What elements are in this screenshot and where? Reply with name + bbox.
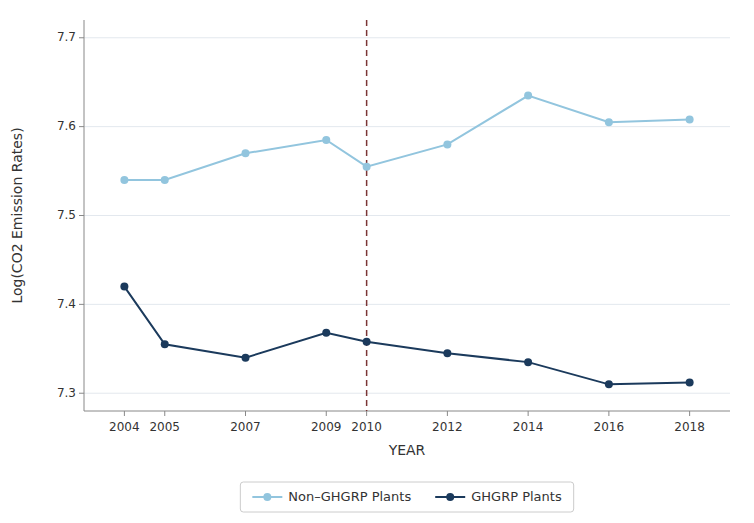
y-tick-label: 7.4 (57, 297, 76, 311)
legend-marker (263, 493, 271, 501)
chart-container: 7.3 7.4 7.5 7.6 7.7 2004 2005 2007 2009 2010 2012 2… (0, 0, 754, 523)
x-axis-label: YEAR (388, 442, 426, 458)
x-tick (326, 411, 327, 416)
series-line (124, 287, 689, 385)
y-tick (79, 215, 84, 216)
x-tick (124, 411, 125, 416)
data-point (524, 92, 532, 100)
data-point (686, 379, 694, 387)
x-tick (528, 411, 529, 416)
x-axis-line (84, 411, 730, 412)
x-tick-label: 2018 (674, 420, 705, 434)
y-grid (84, 38, 730, 393)
legend: Non–GHGRP Plants GHGRP Plants (240, 482, 573, 512)
x-tick (245, 411, 246, 416)
x-tick-label: 2016 (594, 420, 625, 434)
grid-line (84, 215, 730, 216)
x-tick-label: 2012 (432, 420, 463, 434)
x-tick-label: 2014 (513, 420, 544, 434)
x-tick (689, 411, 690, 416)
y-tick-label: 7.7 (57, 30, 76, 44)
x-tick (608, 411, 609, 416)
y-axis-label: Log(CO2 Emission Rates) (9, 127, 25, 303)
data-point (605, 118, 613, 126)
chart-svg: 7.3 7.4 7.5 7.6 7.7 2004 2005 2007 2009 2010 2012 2… (0, 0, 754, 523)
data-point (686, 116, 694, 124)
legend-label: GHGRP Plants (471, 489, 562, 504)
grid-line (84, 37, 730, 38)
legend-item: GHGRP Plants (435, 489, 562, 504)
y-tick (79, 126, 84, 127)
x-tick-label: 2009 (311, 420, 342, 434)
data-point (524, 358, 532, 366)
legend-item: Non–GHGRP Plants (252, 489, 411, 504)
legend-frame (240, 482, 573, 512)
plot-area (120, 20, 693, 411)
data-point (120, 283, 128, 291)
data-point (242, 149, 250, 157)
data-point (443, 349, 451, 357)
y-tick (79, 37, 84, 38)
legend-marker (446, 493, 454, 501)
x-tick (366, 411, 367, 416)
grid-line (84, 126, 730, 127)
x-tick-label: 2010 (351, 420, 382, 434)
data-point (161, 340, 169, 348)
series-line (124, 96, 689, 180)
data-point (322, 329, 330, 337)
data-point (242, 354, 250, 362)
data-point (322, 136, 330, 144)
data-point (120, 176, 128, 184)
x-tick (447, 411, 448, 416)
axes: 7.3 7.4 7.5 7.6 7.7 2004 2005 2007 2009 2010 2012 2… (57, 20, 730, 434)
grid-line (84, 304, 730, 305)
data-point (443, 140, 451, 148)
y-tick-label: 7.6 (57, 119, 76, 133)
data-point (363, 338, 371, 346)
legend-label: Non–GHGRP Plants (288, 489, 411, 504)
x-tick-label: 2005 (149, 420, 180, 434)
x-tick-label: 2004 (109, 420, 140, 434)
data-point (605, 380, 613, 388)
data-point (161, 176, 169, 184)
y-tick (79, 393, 84, 394)
data-point (363, 163, 371, 171)
y-tick (79, 304, 84, 305)
grid-line (84, 393, 730, 394)
y-tick-label: 7.5 (57, 208, 76, 222)
x-tick-label: 2007 (230, 420, 261, 434)
y-axis-line (84, 20, 85, 411)
reference-line (366, 20, 368, 411)
y-tick-label: 7.3 (57, 386, 76, 400)
x-tick (164, 411, 165, 416)
